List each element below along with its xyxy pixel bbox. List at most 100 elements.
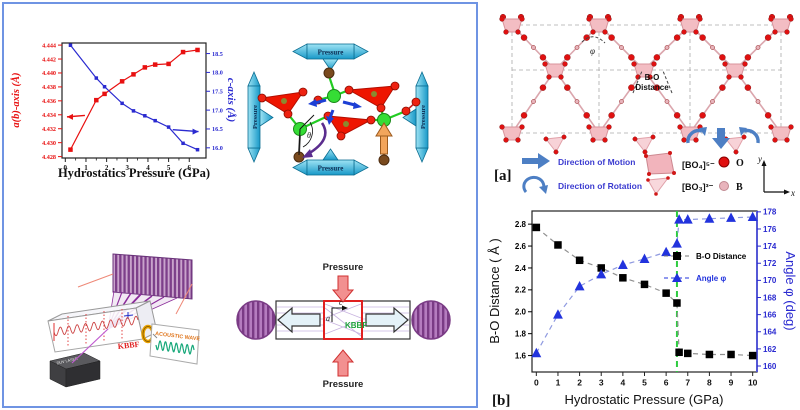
atom [673,34,681,41]
y-axis-label: y [757,154,762,164]
pressure-label-bottom: Pressure [318,165,344,173]
atom [733,149,739,155]
atom [664,45,670,50]
x-tick-label: 5 [642,378,647,388]
atom [784,29,790,35]
pressure-arrow-bottom [331,349,355,377]
atom [574,45,580,50]
atom [726,74,732,80]
o-dot [654,192,658,196]
data-point [180,49,186,55]
atom [764,112,772,119]
atom [755,99,761,104]
bo-distance-label-2: Distance [635,83,669,92]
angle-arc [302,121,313,148]
atom [520,34,528,41]
atom [784,137,790,143]
data-point [153,118,157,123]
atom [664,99,670,104]
atom [503,29,509,35]
data-point [131,109,136,113]
oxygen-atoms [257,81,421,141]
atom [768,16,774,22]
pressure-label-right: Pressure [420,105,427,129]
y-tick-label: 4.428 [42,154,56,161]
atom [653,54,661,61]
data-point [120,101,124,106]
motion-arrow-icon [522,153,550,169]
y-tick-label: 16.5 [212,126,223,133]
banner-wing [353,43,369,60]
x-tick-label: 9 [729,378,734,388]
data-point [673,299,681,307]
bo3-triangles [260,85,396,137]
data-point [152,62,158,67]
legend-marker [672,273,682,282]
atom [628,54,635,61]
acoustic-wave-label: ACOUSTIC WAVE [155,331,201,343]
data-point [705,350,714,359]
data-point [662,289,670,297]
y-tick-label: 1.6 [515,351,527,360]
atom [564,84,571,91]
x-tick-label: 4 [620,378,625,388]
red-ray [175,283,193,315]
x-tick-label: 6 [188,164,192,172]
y-tick-label: 174 [763,242,777,251]
x-axis-label: x [790,188,795,198]
laser-label: DUV LASER [56,357,78,366]
y-tick-label: 168 [763,293,777,302]
arrowhead [784,189,790,195]
y-tick-label: 17.5 [212,88,223,95]
arrowhead [66,113,73,120]
oxygen-legend-label: O [736,158,744,169]
atom [546,74,552,80]
y-tick-label: 2.0 [515,308,527,317]
expansion-arrow-right [365,306,409,334]
arrowhead [308,99,317,107]
atom [553,149,559,155]
data-point [94,97,99,103]
atom [586,124,592,130]
bo3-triangle [347,85,396,109]
bo-distance-label-1: B-O [645,73,660,82]
y-tick-label: 178 [763,208,777,217]
series-line [69,49,198,150]
arrowhead [342,305,348,311]
atom [520,112,528,119]
atom [738,74,744,80]
theta-label: θ [307,131,311,140]
atom [606,124,612,130]
crystal-pressure-diagram: Pressure Pressure Pressure [247,43,429,176]
y-tick-label: 17.0 [212,107,223,114]
kbbf-label: KBBF [345,321,367,330]
atom [677,124,683,130]
data-point [675,348,683,357]
atom [710,99,715,104]
pressure-label-left: Pressure [252,105,259,129]
sine-wave [155,340,195,355]
atom [681,137,687,143]
data-point [195,47,200,53]
y-tick-label: 16.0 [212,145,223,152]
data-point [119,79,125,84]
data-point [131,72,136,77]
bo3-triangle [634,136,654,153]
phi-angle-arc [581,36,606,44]
y-tick-label: 4.430 [42,140,56,147]
y-tick-label: 4.442 [42,56,56,63]
y-tick-label: 2.4 [515,264,527,273]
pressure-schematic: Pressure Pressure c a KBBF [236,262,451,390]
data-point [661,246,672,257]
y-tick-label: 18.0 [212,70,223,77]
striped-disc-left [236,300,276,340]
data-point [142,65,148,70]
red-ray [77,273,114,288]
atom [564,54,571,61]
atom [558,74,564,80]
atom [583,34,590,41]
x-tick-label: 2 [105,164,109,172]
borate-layer-structure-panel: φ B-O Distance [a] Direction of Motion D… [494,13,795,198]
y-tick-label: 4.434 [42,112,56,119]
data-point [596,268,607,279]
